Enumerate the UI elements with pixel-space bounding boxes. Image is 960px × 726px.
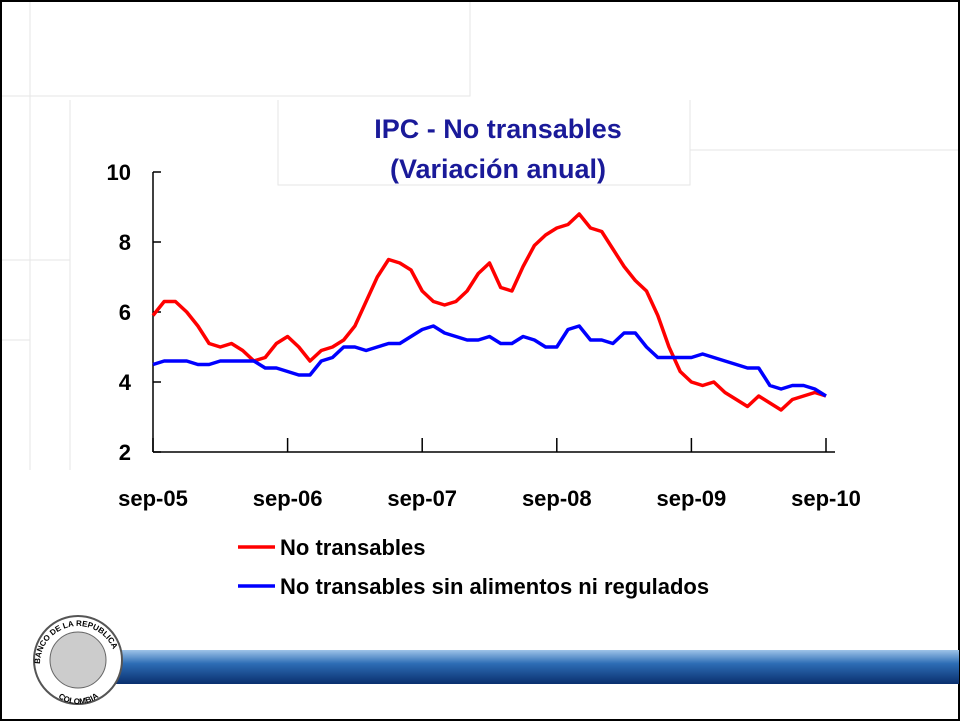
chart-subtitle: (Variación anual) — [390, 154, 606, 184]
footer-bar — [75, 650, 959, 684]
legend-label: No transables sin alimentos ni regulados — [280, 574, 709, 599]
x-tick-label: sep-05 — [118, 486, 188, 511]
y-tick-label: 4 — [119, 370, 132, 395]
y-tick-label: 6 — [119, 300, 131, 325]
y-tick-label: 2 — [119, 440, 131, 465]
x-tick-label: sep-09 — [657, 486, 727, 511]
x-tick-label: sep-07 — [387, 486, 457, 511]
y-tick-label: 8 — [119, 230, 131, 255]
logo: BANCO DE LA REPUBLICA COLOMBIA — [33, 615, 123, 706]
decoration — [2, 2, 958, 470]
line — [152, 324, 827, 398]
y-tick-label: 10 — [107, 160, 131, 185]
x-tick-label: sep-08 — [522, 486, 592, 511]
x-tick-label: sep-10 — [791, 486, 861, 511]
chart-title: IPC - No transables — [374, 114, 622, 144]
legend-label: No transables — [280, 535, 426, 560]
line — [151, 212, 827, 412]
x-tick-label: sep-06 — [253, 486, 323, 511]
